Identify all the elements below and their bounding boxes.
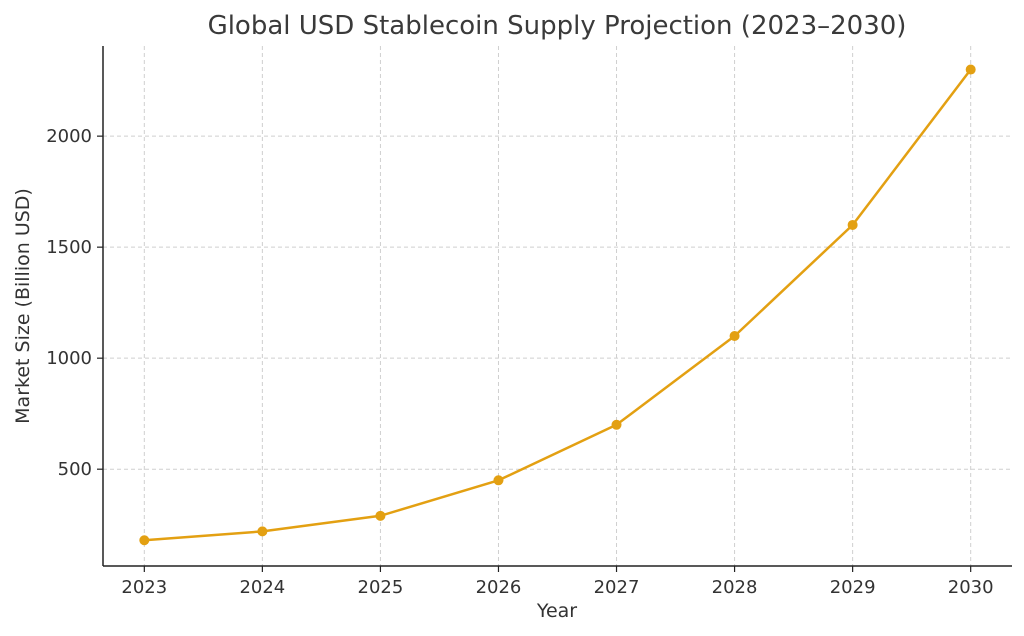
data-point [257,526,268,537]
data-point [611,419,622,430]
y-tick-label: 500 [58,459,92,480]
data-point [965,64,976,75]
y-ticks: 500 1000 1500 2000 [46,126,103,480]
x-tick-label: 2030 [948,577,994,598]
data-point [139,535,150,546]
data-point [847,219,858,230]
x-tick-label: 2024 [239,577,285,598]
y-tick-label: 1500 [46,237,92,258]
data-point [375,510,386,521]
y-tick-label: 2000 [46,126,92,147]
data-point [729,330,740,341]
series-line [144,68,972,542]
axes [102,46,1012,567]
x-tick-label: 2028 [712,577,758,598]
x-axis-label: Year [536,600,577,622]
x-tick-label: 2029 [830,577,876,598]
y-axis-label: Market Size (Billion USD) [12,188,34,424]
x-tick-label: 2027 [594,577,640,598]
series [139,64,976,546]
grid [103,46,1012,566]
data-point [493,475,504,486]
x-tick-label: 2025 [358,577,404,598]
y-tick-label: 1000 [46,348,92,369]
x-tick-label: 2026 [476,577,522,598]
chart-title: Global USD Stablecoin Supply Projection … [208,11,907,41]
x-ticks: 2023 2024 2025 2026 2027 2028 2029 2030 [121,566,994,598]
x-tick-label: 2023 [121,577,167,598]
